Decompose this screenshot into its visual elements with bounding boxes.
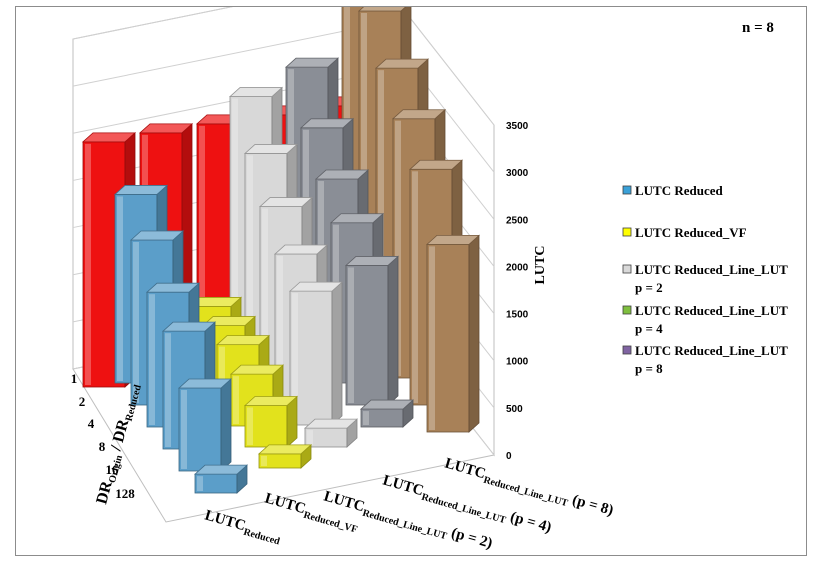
x-axis-title-sub1: Origin — [107, 454, 125, 485]
legend-swatch — [622, 227, 632, 237]
bar-reduced_vf — [243, 395, 299, 448]
category-label: 16 — [106, 462, 120, 477]
bar-line_lut_p8 — [425, 234, 481, 433]
category-label: 1 — [71, 371, 78, 386]
chart-bars — [81, 0, 481, 494]
z-axis-title: LUTC — [533, 246, 548, 285]
z-tick-labels: 0 500 1000 1500 2000 2500 3000 3500 — [506, 121, 529, 462]
z-tick-label: 3000 — [506, 168, 529, 179]
category-label: 128 — [115, 486, 135, 501]
legend-label-line2: p = 4 — [635, 321, 663, 336]
bar-reduced — [193, 464, 249, 494]
bar-reduced — [177, 378, 233, 472]
bar-reduced_vf — [257, 443, 313, 469]
z-tick-label: 0 — [506, 451, 512, 462]
z-tick-label: 500 — [506, 404, 523, 415]
bar-line_lut_p2 — [303, 418, 359, 448]
category-label: 4 — [88, 416, 95, 431]
series-label-reduced: LUTCReduced — [202, 507, 284, 547]
gridline — [72, 0, 495, 126]
bar-line_lut_p4 — [359, 399, 415, 428]
legend-label-line2: p = 8 — [635, 361, 663, 376]
annotation-label: n = 8 — [742, 20, 774, 36]
legend-label: LUTC Reduced_Line_LUT — [635, 303, 788, 318]
legend-swatch — [622, 264, 632, 274]
category-label: 8 — [99, 439, 106, 454]
legend-label: LUTC Reduced_Line_LUT — [635, 262, 788, 277]
legend-swatch — [622, 345, 632, 355]
z-tick-label: 1500 — [506, 310, 529, 321]
x-axis-title-main: DR — [93, 479, 116, 506]
legend-item: LUTC Reduced — [622, 183, 724, 198]
legend-swatch — [622, 305, 632, 315]
legend-label: LUTC Reduced — [635, 183, 724, 198]
legend: LUTC Reduced LUTC Reduced_VF LUTC Reduced_… — [622, 183, 788, 376]
legend-label: LUTC Reduced_VF — [635, 225, 747, 240]
z-tick-label: 1000 — [506, 357, 529, 368]
category-label: 2 — [79, 394, 86, 409]
z-tick-label: 2500 — [506, 215, 529, 226]
legend-label: LUTC Reduced_Line_LUT — [635, 343, 788, 358]
bar-line_lut_p4 — [344, 255, 400, 406]
legend-label-line2: p = 2 — [635, 280, 663, 295]
legend-item: LUTC Reduced_VF — [622, 225, 747, 240]
legend-swatch — [622, 185, 632, 195]
z-tick-label: 3500 — [506, 121, 529, 132]
z-tick-label: 2000 — [506, 262, 529, 273]
chart-frame: 0 500 1000 1500 2000 2500 3000 3500 1 2 4 8 16 128 L… — [15, 0, 807, 556]
bar-line_lut_p2 — [288, 281, 344, 426]
